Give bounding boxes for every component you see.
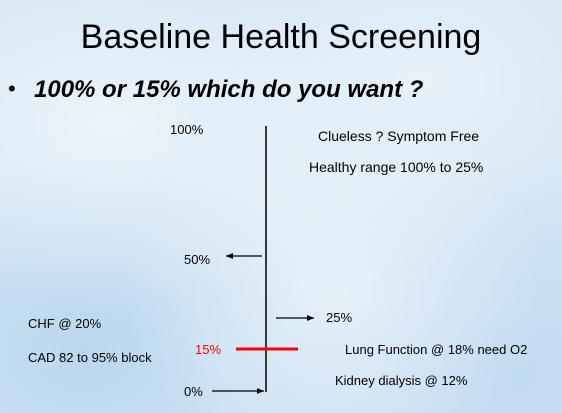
note-healthy-range: Healthy range 100% to 25% (309, 159, 484, 175)
note-chf: CHF @ 20% (28, 316, 102, 331)
note-clueless: Clueless ? Symptom Free (318, 128, 480, 144)
scale-label-0: 0% (184, 384, 203, 399)
slide-title: Baseline Health Screening (80, 18, 482, 56)
scale-label-100: 100% (170, 122, 204, 137)
note-cad: CAD 82 to 95% block (28, 350, 152, 365)
bullet-point-icon: • (8, 76, 16, 101)
note-kidney-dialysis: Kidney dialysis @ 12% (335, 373, 468, 388)
scale-label-25: 25% (326, 310, 353, 325)
scale-label-50: 50% (184, 252, 211, 267)
scale-label-15: 15% (195, 342, 222, 357)
bullet-text: 100% or 15% which do you want ? (34, 76, 424, 103)
note-lung-function: Lung Function @ 18% need O2 (345, 342, 528, 357)
